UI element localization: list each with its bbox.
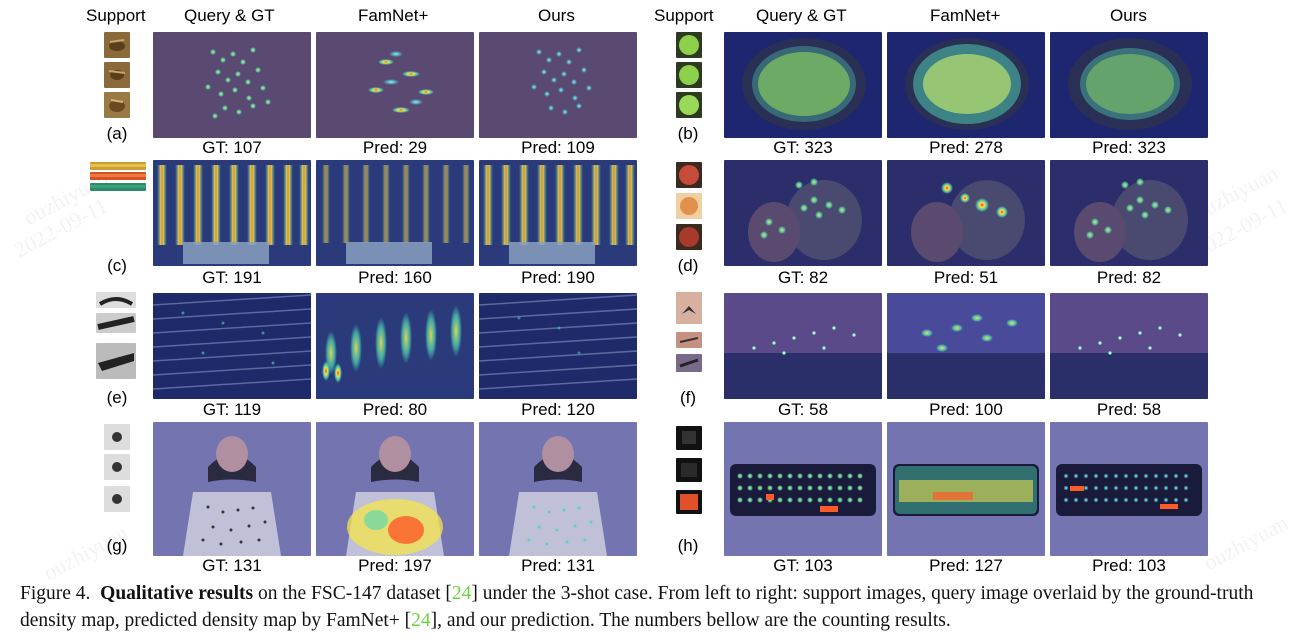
famnet-count-c: Pred: 160 [358, 268, 432, 287]
header-ours-right: Ours [1110, 6, 1147, 25]
support-image-a-1 [104, 32, 130, 58]
query-gt-panel-f [724, 293, 882, 399]
famnet-count-h: Pred: 127 [929, 556, 1003, 575]
ours-count-f: Pred: 58 [1096, 400, 1162, 419]
query-gt-panel-c [153, 160, 311, 266]
support-image-c-1 [90, 162, 146, 170]
famnet-panel-d [887, 160, 1045, 266]
support-image-f-3 [676, 354, 702, 372]
caption-bold: Qualitative results [100, 583, 254, 604]
support-image-b-1 [676, 32, 702, 58]
gt-count-g: GT: 131 [202, 556, 262, 575]
row-label-b: (b) [677, 124, 699, 143]
gt-count-e: GT: 119 [202, 400, 262, 419]
row-label-d: (d) [677, 256, 699, 275]
famnet-panel-g [316, 422, 474, 556]
support-image-d-2 [676, 193, 702, 219]
ours-panel-h [1050, 422, 1208, 556]
famnet-panel-e [316, 293, 474, 399]
famnet-count-d: Pred: 51 [933, 268, 999, 287]
row-label-a: (a) [106, 124, 128, 143]
ours-count-a: Pred: 109 [521, 138, 595, 157]
query-gt-panel-b [724, 32, 882, 138]
support-image-c-2 [90, 172, 146, 180]
ours-panel-b [1050, 32, 1208, 138]
support-image-f-2 [676, 332, 702, 348]
ours-count-b: Pred: 323 [1092, 138, 1166, 157]
citation-link[interactable]: 24 [411, 610, 431, 631]
famnet-count-b: Pred: 278 [929, 138, 1003, 157]
support-image-g-2 [104, 454, 130, 480]
famnet-panel-h [887, 422, 1045, 556]
gt-count-d: GT: 82 [777, 268, 829, 287]
ours-panel-a [479, 32, 637, 138]
famnet-count-e: Pred: 80 [362, 400, 428, 419]
watermark: ouzhiyuan [1199, 510, 1292, 576]
support-image-f-1 [676, 292, 702, 324]
caption-text-2: ] under the 3-shot case. From left to ri… [20, 583, 1254, 631]
ours-panel-d [1050, 160, 1208, 266]
gt-count-b: GT: 323 [773, 138, 833, 157]
query-gt-panel-h [724, 422, 882, 556]
support-image-a-2 [104, 62, 130, 88]
query-gt-panel-g [153, 422, 311, 556]
query-gt-panel-e [153, 293, 311, 399]
gt-count-h: GT: 103 [773, 556, 833, 575]
ours-panel-g [479, 422, 637, 556]
row-label-h: (h) [677, 536, 699, 555]
support-image-d-3 [676, 224, 702, 250]
ours-count-c: Pred: 190 [521, 268, 595, 287]
support-image-h-2 [676, 458, 702, 482]
caption-text-3: ], and our prediction. The numbers bello… [430, 610, 951, 631]
figure-caption: Figure 4. Qualitative results on the FSC… [20, 580, 1300, 634]
ours-panel-e [479, 293, 637, 399]
header-famnet-left: FamNet+ [358, 6, 429, 25]
ours-panel-f [1050, 293, 1208, 399]
ours-count-g: Pred: 131 [521, 556, 595, 575]
famnet-panel-b [887, 32, 1045, 138]
famnet-count-a: Pred: 29 [362, 138, 428, 157]
row-label-g: (g) [106, 536, 128, 555]
watermark: 2022-09-11 [9, 192, 112, 263]
gt-count-f: GT: 58 [777, 400, 829, 419]
famnet-count-g: Pred: 197 [358, 556, 432, 575]
citation-link[interactable]: 24 [451, 583, 472, 604]
row-label-c: (c) [107, 256, 127, 275]
famnet-count-f: Pred: 100 [929, 400, 1003, 419]
support-image-e-1 [96, 292, 136, 308]
support-image-b-2 [676, 62, 702, 88]
header-query-right: Query & GT [756, 6, 847, 25]
support-image-h-3 [676, 490, 702, 514]
ours-panel-c [479, 160, 637, 266]
famnet-panel-f [887, 293, 1045, 399]
figure-label: Figure 4. [20, 583, 91, 604]
support-image-a-3 [104, 92, 130, 118]
caption-text-1: on the FSC-147 dataset [ [257, 583, 452, 604]
row-label-e: (e) [106, 388, 128, 407]
ours-count-h: Pred: 103 [1092, 556, 1166, 575]
support-image-g-1 [104, 424, 130, 450]
ours-count-e: Pred: 120 [521, 400, 595, 419]
support-image-b-3 [676, 92, 702, 118]
row-label-f: (f) [679, 388, 697, 407]
gt-count-c: GT: 191 [202, 268, 262, 287]
header-famnet-right: FamNet+ [930, 6, 1001, 25]
gt-count-a: GT: 107 [202, 138, 262, 157]
header-ours-left: Ours [538, 6, 575, 25]
header-support-left: Support [86, 6, 146, 25]
support-image-c-3 [90, 183, 146, 191]
ours-count-d: Pred: 82 [1096, 268, 1162, 287]
query-gt-panel-d [724, 160, 882, 266]
support-image-e-3 [96, 343, 136, 379]
support-image-e-2 [96, 313, 136, 333]
query-gt-panel-a [153, 32, 311, 138]
header-query-left: Query & GT [184, 6, 275, 25]
header-support-right: Support [654, 6, 714, 25]
famnet-panel-a [316, 32, 474, 138]
support-image-g-3 [104, 486, 130, 512]
support-image-d-1 [676, 162, 702, 188]
famnet-panel-c [316, 160, 474, 266]
support-image-h-1 [676, 426, 702, 450]
